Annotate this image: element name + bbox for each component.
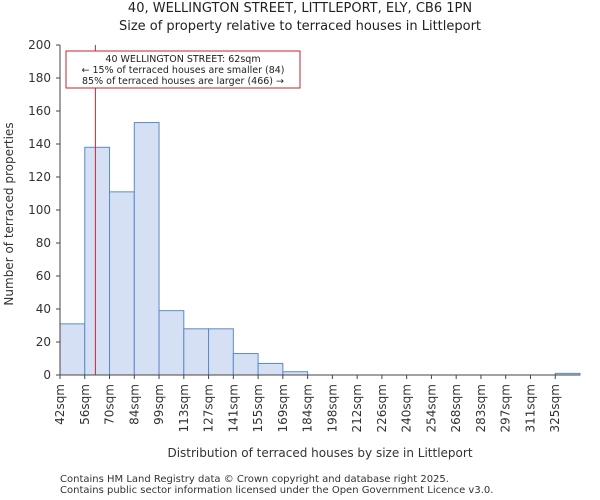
chart-title: 40, WELLINGTON STREET, LITTLEPORT, ELY, … <box>127 1 473 16</box>
y-tick-label: 200 <box>28 38 51 52</box>
y-tick-label: 120 <box>28 170 51 184</box>
bar <box>158 310 185 376</box>
x-tick-label: 184sqm <box>301 384 315 432</box>
y-tick-label: 40 <box>36 302 51 316</box>
y-tick-label: 80 <box>36 236 51 250</box>
y-tick-label: 140 <box>28 137 51 151</box>
x-tick-label: 240sqm <box>400 384 414 432</box>
x-tick-label: 325sqm <box>548 384 562 432</box>
x-tick-label: 155sqm <box>251 384 265 432</box>
y-axis-label: Number of terraced properties <box>2 122 16 305</box>
x-tick-label: 226sqm <box>375 384 389 432</box>
x-tick-label: 127sqm <box>202 384 216 432</box>
bar <box>183 328 210 376</box>
x-tick-label: 212sqm <box>350 384 364 432</box>
bar <box>257 362 284 376</box>
x-tick-label: 297sqm <box>499 384 513 432</box>
bar <box>84 146 111 376</box>
footer-line-1: Contains HM Land Registry data © Crown c… <box>60 474 449 485</box>
bar <box>133 122 160 376</box>
annotation-line: ← 15% of terraced houses are smaller (84… <box>81 65 284 76</box>
x-tick-label: 42sqm <box>53 384 67 425</box>
x-tick-label: 113sqm <box>177 384 191 432</box>
y-tick-label: 0 <box>43 368 51 382</box>
bar <box>109 191 135 376</box>
y-tick-label: 60 <box>36 269 51 283</box>
x-tick-label: 169sqm <box>276 384 290 432</box>
annotation-box <box>65 50 301 89</box>
y-tick-label: 20 <box>36 335 51 349</box>
x-tick-label: 198sqm <box>325 384 339 432</box>
annotation-line: 40 WELLINGTON STREET: 62sqm <box>105 54 260 65</box>
chart-subtitle: Size of property relative to terraced ho… <box>118 19 482 34</box>
x-tick-label: 254sqm <box>424 384 438 432</box>
x-tick-label: 84sqm <box>127 384 141 425</box>
y-tick-label: 160 <box>28 104 51 118</box>
bar <box>208 328 234 376</box>
y-tick-label: 100 <box>28 203 51 217</box>
footer-line-2: Contains public sector information licen… <box>60 485 494 496</box>
x-tick-label: 141sqm <box>226 384 240 432</box>
bar <box>59 323 86 376</box>
x-tick-label: 99sqm <box>152 384 166 425</box>
x-tick-label: 268sqm <box>449 384 463 432</box>
x-tick-label: 283sqm <box>474 384 488 432</box>
x-tick-label: 311sqm <box>523 384 537 432</box>
x-axis-label: Distribution of terraced houses by size … <box>167 446 472 460</box>
bar <box>232 353 259 376</box>
annotation-line: 85% of terraced houses are larger (466) … <box>82 76 284 87</box>
x-tick-label: 56sqm <box>78 384 92 425</box>
x-tick-label: 70sqm <box>103 384 117 425</box>
y-tick-label: 180 <box>28 71 51 85</box>
